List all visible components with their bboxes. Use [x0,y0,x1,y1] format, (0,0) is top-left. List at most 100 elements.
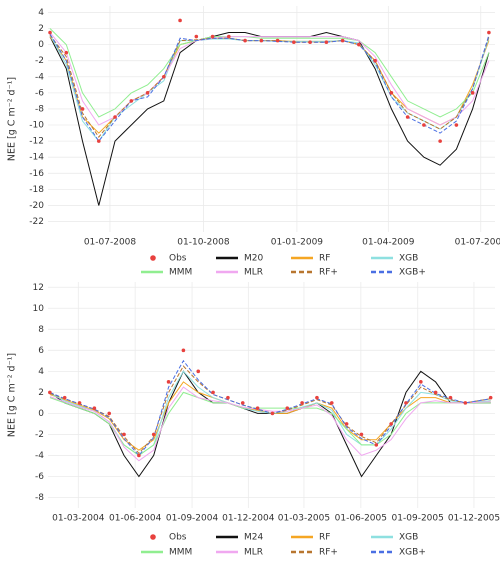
obs-point [404,401,408,405]
y-tick-label: -4 [35,72,44,82]
obs-point [196,369,201,374]
y-tick-label: 2 [38,388,44,398]
obs-point [151,432,156,437]
legend-label: XGB [399,533,418,543]
series-line [49,359,491,457]
obs-point [62,395,67,400]
series-line [49,36,490,134]
obs-point [275,38,280,43]
y-tick-label: 8 [38,325,44,335]
obs-point [77,401,82,405]
legend-label: RF [319,533,330,543]
y-tick-label: -14 [29,153,44,163]
obs-point [194,34,199,39]
y-tick-label: -20 [29,201,44,211]
legend-label: Obs [169,254,187,264]
obs-point [162,74,166,79]
obs-point [315,395,319,400]
legend-label: RF [319,254,330,264]
y-tick-label: 2 [38,24,44,34]
legend-label: MMM [169,548,192,558]
obs-point [357,42,361,47]
legend-label: MLR [244,548,263,558]
y-axis-label: NEE [g C m⁻² d⁻¹] [7,353,18,437]
y-tick-label: -4 [35,451,44,461]
y-tick-label: 4 [38,367,44,377]
y-tick-label: -2 [35,430,44,440]
legend-label: MLR [244,268,263,278]
y-tick-label: -8 [35,104,44,114]
y-tick-label: -2 [35,56,44,66]
series-line [49,386,491,462]
series-line [49,31,490,206]
x-tick-label: 01-09-2004 [166,514,219,524]
obs-point [405,115,410,119]
obs-point [422,123,426,127]
obs-point [448,395,453,400]
obs-point [210,34,215,39]
obs-point [292,40,296,44]
obs-point [227,34,231,39]
obs-point [308,40,312,44]
x-tick-label: 01-06-2005 [335,514,387,524]
obs-point [226,395,230,400]
obs-point [240,401,245,405]
obs-point [113,115,117,119]
obs-point [438,139,442,143]
obs-point [344,422,349,426]
legend-label: XGB [399,254,418,264]
x-tick-label: 01-07-2008 [84,238,137,248]
y-tick-label: -10 [29,121,44,131]
legend-label: XGB+ [399,268,426,278]
legend-label: MMM [169,268,192,278]
obs-point [259,38,264,43]
y-tick-label: 0 [38,40,44,50]
obs-point [454,123,459,127]
obs-point [107,411,112,416]
legend-label: M24 [244,533,263,543]
y-tick-label: 0 [38,409,44,419]
obs-point [340,38,345,43]
y-tick-label: 10 [33,304,45,314]
series-line [49,370,491,478]
obs-point [470,91,475,95]
obs-point [243,38,247,43]
obs-point [285,406,290,410]
x-tick-label: 01-12-2005 [448,514,500,524]
obs-point [48,30,52,35]
series-line [49,34,490,138]
x-tick-label: 01-06-2004 [109,514,162,524]
obs-point [166,380,171,384]
obs-point [359,432,364,437]
obs-point [48,390,52,395]
obs-point [463,401,468,405]
series-line [49,33,490,142]
obs-point [129,99,134,103]
legend-label: XGB+ [399,548,426,558]
legend-label: RF+ [319,548,338,558]
obs-point [92,406,97,410]
x-tick-label: 01-01-2009 [271,238,324,248]
y-tick-label: -12 [29,137,44,147]
obs-point [181,348,186,353]
y-tick-label: 6 [38,346,44,356]
series-line [49,28,490,118]
obs-point [255,406,260,410]
obs-point [270,411,275,416]
obs-point [96,139,101,143]
y-tick-label: -6 [35,88,44,98]
legend-marker [150,255,156,261]
obs-point [419,380,423,384]
x-tick-label: 01-03-2004 [52,514,105,524]
y-tick-label: -16 [29,169,44,179]
series-line [49,365,491,455]
y-tick-label: 4 [38,8,44,18]
obs-point [145,91,150,95]
x-tick-label: 01-03-2005 [278,514,330,524]
y-tick-label: -8 [35,493,44,503]
series-line [49,391,491,457]
y-tick-label: -22 [29,217,44,227]
obs-point [324,40,329,44]
obs-point [488,395,493,400]
